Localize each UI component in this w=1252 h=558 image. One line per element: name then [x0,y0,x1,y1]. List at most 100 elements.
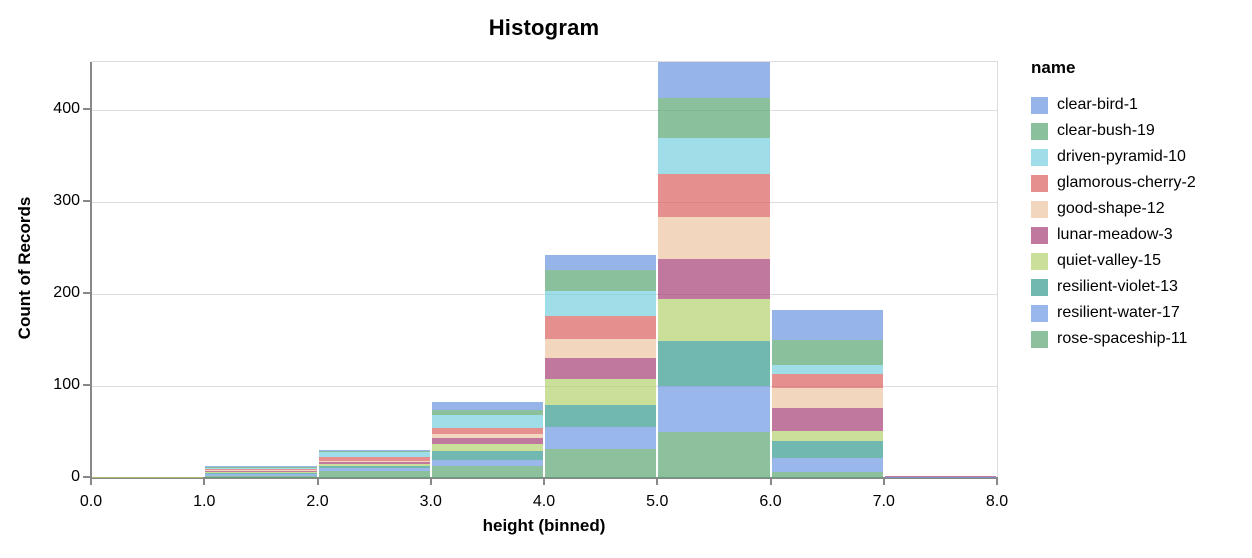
bar-segment-rose-spaceship-11 [205,476,317,478]
legend-item-driven-pyramid-10[interactable]: driven-pyramid-10 [1031,144,1241,170]
legend-item-rose-spaceship-11[interactable]: rose-spaceship-11 [1031,326,1241,352]
bar-segment-resilient-violet-13 [658,340,770,386]
legend-swatch-quiet-valley-15 [1031,252,1048,270]
legend-item-resilient-violet-13[interactable]: resilient-violet-13 [1031,274,1241,300]
bar-segment-clear-bird-1 [658,62,770,98]
bar-segment-resilient-water-17 [884,477,996,478]
bar-bin-0 [92,477,204,478]
bar-segment-resilient-violet-13 [318,466,430,468]
legend-item-clear-bush-19[interactable]: clear-bush-19 [1031,118,1241,144]
y-tick-mark-400 [83,107,91,110]
legend-item-glamorous-cherry-2[interactable]: glamorous-cherry-2 [1031,170,1241,196]
legend-label: rose-spaceship-11 [1057,330,1188,347]
bar-segment-rose-spaceship-11 [771,472,883,478]
bar-segment-resilient-water-17 [431,459,543,467]
bar-segment-glamorous-cherry-2 [431,428,543,434]
legend-swatch-clear-bush-19 [1031,122,1048,140]
legend-swatch-rose-spaceship-11 [1031,330,1048,348]
x-tick-label-3.0: 3.0 [419,493,442,510]
bar-segment-clear-bird-1 [545,255,657,271]
bar-segment-glamorous-cherry-2 [205,468,317,470]
x-tick-label-4.0: 4.0 [532,493,556,510]
legend-swatch-lunar-meadow-3 [1031,226,1048,244]
x-tick-mark-6.0 [769,477,772,485]
legend-label: clear-bush-19 [1057,122,1155,139]
bar-segment-quiet-valley-15 [205,471,317,473]
legend-item-quiet-valley-15[interactable]: quiet-valley-15 [1031,248,1241,274]
bar-segment-quiet-valley-15 [545,378,657,406]
bar-segment-rose-spaceship-11 [318,470,430,478]
bar-segment-quiet-valley-15 [431,443,543,452]
bar-segment-resilient-violet-13 [545,405,657,428]
bar-segment-rose-spaceship-11 [658,431,770,478]
bar-segment-good-shape-12 [205,469,317,471]
legend-label: good-shape-12 [1057,200,1165,217]
bar-segment-clear-bird-1 [318,449,430,452]
legend-swatch-good-shape-12 [1031,200,1048,218]
bar-segment-clear-bird-1 [771,309,883,341]
x-axis-title: height (binned) [482,516,606,535]
y-tick-mark-200 [83,291,91,294]
bar-segment-good-shape-12 [545,339,657,359]
gridline-y-100 [91,385,997,387]
bar-segment-glamorous-cherry-2 [771,374,883,388]
legend-item-lunar-meadow-3[interactable]: lunar-meadow-3 [1031,222,1241,248]
x-tick-mark-3.0 [429,477,432,485]
bar-segment-resilient-violet-13 [205,472,317,475]
x-tick-label-7.0: 7.0 [872,493,895,510]
y-tick-mark-0 [83,476,91,478]
x-tick-label-5.0: 5.0 [646,493,669,510]
bar-segment-clear-bush-19 [205,467,317,468]
x-tick-mark-2.0 [316,477,319,485]
bar-segment-driven-pyramid-10 [545,291,657,317]
bar-segment-resilient-water-17 [545,427,657,450]
bar-segment-resilient-violet-13 [771,441,883,458]
legend-item-good-shape-12[interactable]: good-shape-12 [1031,196,1241,222]
legend-label: glamorous-cherry-2 [1057,174,1196,191]
y-tick-label-200: 200 [53,283,80,301]
bar-segment-good-shape-12 [771,387,883,409]
legend-swatch-resilient-violet-13 [1031,278,1048,296]
bar-bin-4 [545,255,657,478]
x-tick-mark-0.0 [90,477,92,485]
y-tick-label-400: 400 [53,99,80,117]
bar-segment-driven-pyramid-10 [318,452,430,457]
legend-title: name [1031,58,1076,77]
y-axis-domain-line [90,62,92,478]
gridline-y-300 [91,201,997,203]
y-tick-mark-300 [83,199,91,202]
bar-bin-5 [658,62,770,478]
legend-item-resilient-water-17[interactable]: resilient-water-17 [1031,300,1241,326]
bar-segment-clear-bush-19 [318,451,430,453]
bar-segment-lunar-meadow-3 [545,358,657,379]
y-axis-title-text: Count of Records [15,196,34,340]
bar-segment-resilient-violet-13 [431,451,543,460]
bar-segment-quiet-valley-15 [658,299,770,341]
bar-segment-lunar-meadow-3 [431,438,543,444]
legend-item-clear-bird-1[interactable]: clear-bird-1 [1031,92,1241,118]
x-tick-mark-5.0 [656,477,659,485]
bar-segment-lunar-meadow-3 [318,462,430,465]
x-tick-label-0.0: 0.0 [79,493,103,510]
bar-segment-resilient-water-17 [318,467,430,471]
legend-label: lunar-meadow-3 [1057,226,1173,243]
legend-swatch-driven-pyramid-10 [1031,148,1048,166]
bar-segment-driven-pyramid-10 [205,467,317,469]
gridline-y-200 [91,293,997,295]
bar-segment-clear-bird-1 [205,466,317,468]
bar-segment-quiet-valley-15 [92,477,204,478]
bar-segment-clear-bird-1 [431,401,543,410]
bar-segment-clear-bush-19 [545,270,657,292]
x-tick-label-6.0: 6.0 [759,493,782,510]
legend-label: driven-pyramid-10 [1057,148,1186,165]
bar-segment-resilient-water-17 [771,457,883,473]
bar-segment-lunar-meadow-3 [771,408,883,432]
bar-segment-quiet-valley-15 [771,431,883,442]
y-tick-mark-100 [83,383,91,386]
bar-segment-clear-bush-19 [771,340,883,365]
bar-segment-good-shape-12 [658,216,770,259]
bar-segment-glamorous-cherry-2 [318,456,430,461]
legend-items: clear-bird-1 clear-bush-19 driven-pyramid-… [1031,92,1241,352]
bar-segment-glamorous-cherry-2 [545,316,657,340]
